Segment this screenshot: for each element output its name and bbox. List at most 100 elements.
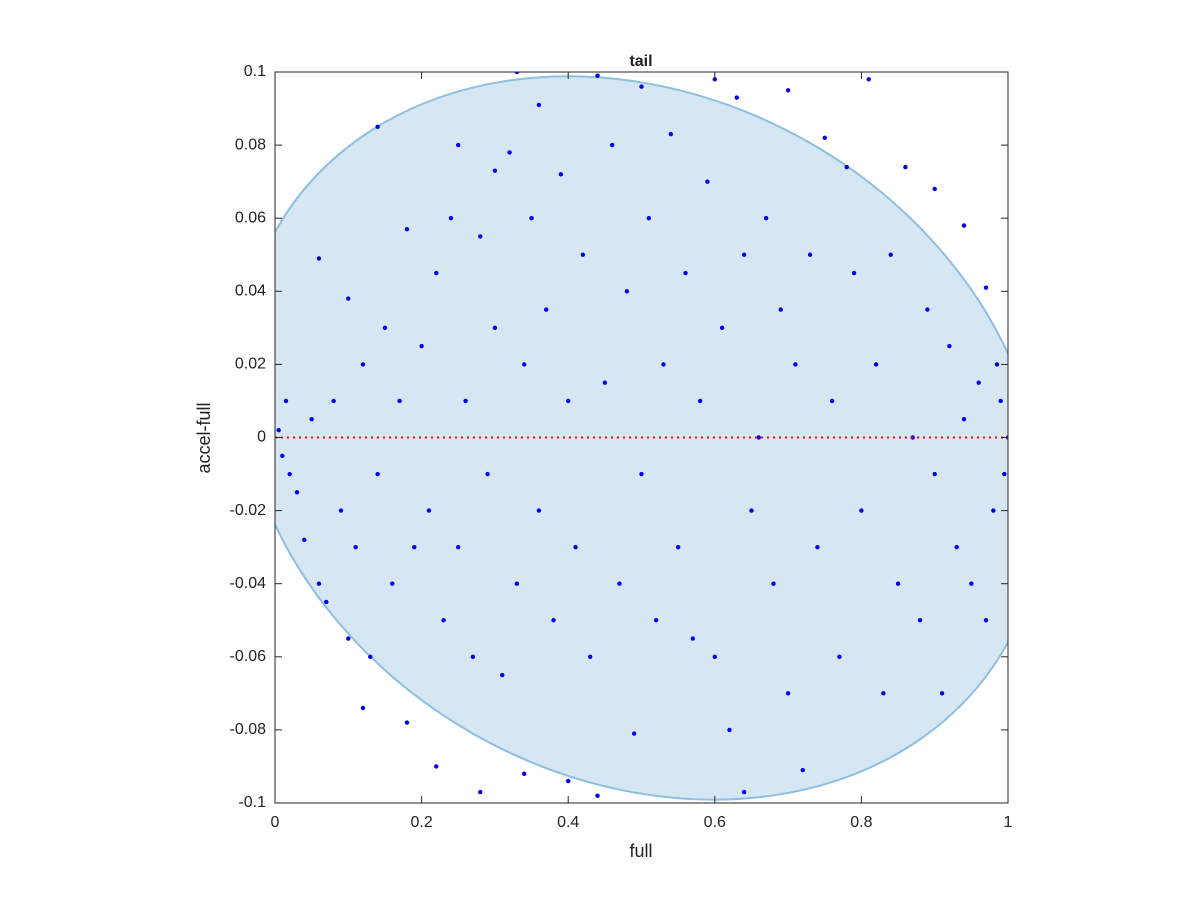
point <box>434 270 439 276</box>
point <box>793 362 798 367</box>
point <box>375 124 380 130</box>
point <box>522 362 527 367</box>
point <box>998 398 1003 404</box>
point <box>727 727 732 733</box>
point <box>375 471 380 477</box>
point <box>492 168 498 173</box>
point <box>441 618 446 623</box>
chart-title: tail <box>629 53 652 70</box>
point <box>741 252 747 257</box>
point <box>653 618 659 623</box>
x-axis-label: full <box>629 841 652 861</box>
point <box>404 720 410 725</box>
y-tick-label: -0.06 <box>230 648 267 665</box>
point <box>683 270 688 276</box>
point <box>580 252 586 257</box>
point <box>404 226 410 232</box>
point <box>412 544 417 550</box>
x-tick-label: 0.2 <box>410 814 432 831</box>
point <box>763 216 769 221</box>
point <box>478 234 483 239</box>
point <box>566 778 571 784</box>
point <box>360 705 366 711</box>
point <box>514 72 520 75</box>
point <box>690 636 696 641</box>
point <box>294 490 300 495</box>
point <box>331 398 336 404</box>
point <box>382 325 388 331</box>
point <box>507 150 512 155</box>
point <box>778 307 783 312</box>
point <box>961 223 967 228</box>
point <box>551 618 556 623</box>
point <box>932 471 937 477</box>
point <box>529 216 534 221</box>
point <box>976 380 981 385</box>
point <box>544 307 549 312</box>
y-tick-label: 0.06 <box>235 209 266 226</box>
point <box>624 289 630 294</box>
point <box>756 435 761 440</box>
point <box>595 73 600 78</box>
y-tick-label: 0.02 <box>235 356 266 373</box>
point <box>661 362 666 367</box>
point <box>961 417 967 422</box>
point <box>705 179 710 184</box>
y-tick-label: -0.08 <box>230 721 267 738</box>
point <box>983 285 989 290</box>
y-axis-label: accel-full <box>194 402 214 473</box>
point <box>609 142 615 148</box>
point <box>478 789 483 795</box>
y-tick-label: -0.04 <box>230 575 267 592</box>
point <box>287 471 292 477</box>
point <box>837 654 842 659</box>
marks <box>275 72 1008 798</box>
point <box>595 793 600 798</box>
point <box>800 767 805 773</box>
point <box>500 672 505 678</box>
point <box>514 581 520 586</box>
point <box>939 691 945 696</box>
y-tick-label: 0.08 <box>235 136 266 153</box>
point <box>631 731 637 736</box>
point <box>360 362 366 367</box>
point <box>639 471 644 477</box>
point <box>851 270 857 276</box>
point <box>470 654 476 659</box>
point <box>697 398 703 404</box>
point <box>947 343 952 349</box>
point <box>954 544 959 550</box>
point <box>881 691 886 696</box>
point <box>771 581 776 586</box>
point <box>283 398 289 404</box>
point <box>917 618 923 623</box>
point <box>309 417 314 422</box>
point <box>316 581 322 586</box>
point <box>866 77 871 82</box>
point <box>566 398 571 404</box>
point <box>829 398 835 404</box>
x-tick-label: 0.6 <box>704 814 726 831</box>
point <box>602 380 608 385</box>
x-tick-label: 0.4 <box>557 814 579 831</box>
y-tick-label: 0 <box>257 429 266 446</box>
x-tick-label: 1 <box>1004 814 1013 831</box>
point <box>353 544 358 550</box>
point <box>587 654 593 659</box>
y-tick-label: -0.02 <box>230 502 267 519</box>
point <box>873 362 879 367</box>
point <box>785 88 791 93</box>
point <box>983 618 989 623</box>
y-tick-label: 0.1 <box>244 63 266 80</box>
point <box>573 544 578 550</box>
point <box>903 164 908 170</box>
point <box>368 654 373 659</box>
point <box>456 544 461 550</box>
point <box>617 581 622 586</box>
point <box>302 537 307 543</box>
point <box>639 84 644 89</box>
point <box>316 256 322 261</box>
point <box>675 544 681 550</box>
point <box>448 216 454 221</box>
